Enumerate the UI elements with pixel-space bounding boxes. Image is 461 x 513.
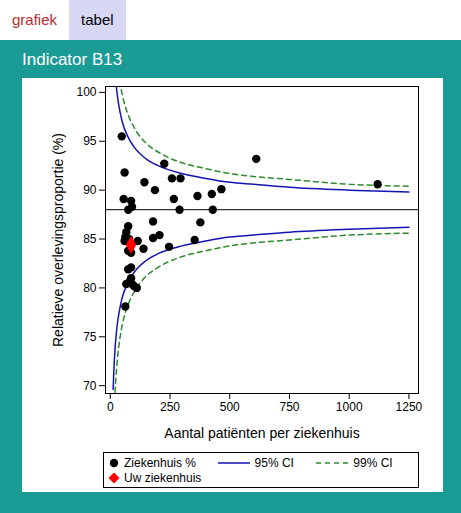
svg-text:85: 85: [83, 232, 97, 246]
svg-text:1000: 1000: [336, 400, 363, 414]
svg-text:80: 80: [83, 281, 97, 295]
html-text:grafiek: grafiek: [12, 11, 57, 28]
svg-text:100: 100: [76, 85, 96, 99]
svg-text:75: 75: [83, 330, 97, 344]
svg-text:95: 95: [83, 134, 97, 148]
html-text:Ziekenhuis %: Ziekenhuis %: [124, 455, 196, 470]
html-text:99% CI: 99% CI: [353, 455, 393, 470]
html-text:tabel: tabel: [81, 11, 114, 28]
svg-text:0: 0: [107, 400, 114, 414]
svg-text:750: 750: [279, 400, 299, 414]
html-text:Uw ziekenhuis: Uw ziekenhuis: [124, 470, 202, 485]
html-text:Indicator B13: Indicator B13: [22, 50, 123, 69]
html-text:95% CI: 95% CI: [254, 455, 294, 470]
svg-text:Relatieve overlevingsproportie: Relatieve overlevingsproportie (%): [50, 133, 66, 347]
svg-text:1250: 1250: [396, 400, 423, 414]
svg-text:250: 250: [160, 400, 180, 414]
svg-text:500: 500: [220, 400, 240, 414]
svg-text:90: 90: [83, 183, 97, 197]
svg-text:Aantal patiënten per ziekenhui: Aantal patiënten per ziekenhuis: [164, 425, 359, 441]
svg-text:70: 70: [83, 379, 97, 393]
